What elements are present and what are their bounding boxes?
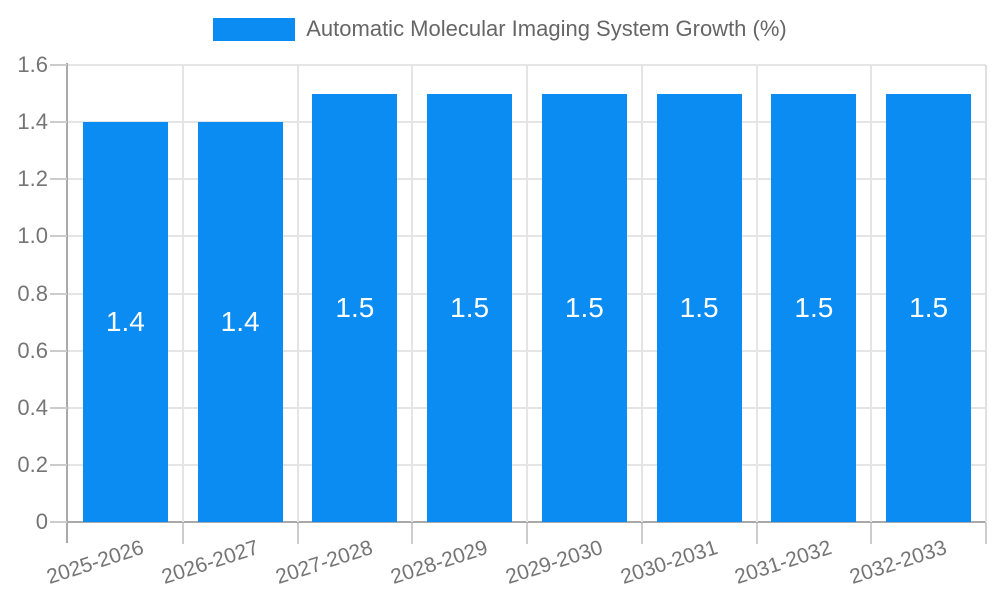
v-gridline [870,65,873,522]
v-gridline [181,65,184,522]
y-tick [50,121,67,124]
x-axis-label: 2031-2032 [732,536,835,589]
bar[interactable] [656,94,742,522]
bar-value-label: 1.5 [909,292,949,323]
v-gridline [526,65,528,522]
y-tick [50,292,67,295]
y-axis-label: 1.0 [17,223,48,249]
y-axis-label: 0.8 [17,280,48,306]
v-gridline [640,65,643,522]
v-gridline [755,65,758,522]
y-tick [50,521,67,523]
x-tick [526,523,528,544]
chart-legend[interactable]: Automatic Molecular Imaging System Growt… [0,16,1000,42]
y-tick [50,349,67,352]
v-gridline [411,65,414,522]
bar[interactable] [771,94,857,522]
y-axis-label: 0.4 [17,394,48,420]
x-axis-label: 2028-2029 [388,536,491,589]
y-axis-label: 1.6 [17,52,48,77]
x-axis-label: 2032-2033 [847,536,950,589]
bar-value-label: 1.5 [679,292,719,323]
bar[interactable] [312,94,398,522]
x-axis-line [68,521,986,523]
bar-value-label: 1.5 [564,292,604,323]
bar-value-label: 1.5 [335,292,375,323]
y-tick [50,406,67,409]
y-axis-label: 0 [35,509,48,534]
y-axis-label: 0.6 [17,337,48,363]
bar-value-label: 1.4 [105,306,145,337]
y-axis-label: 1.2 [17,166,48,192]
legend-swatch [213,17,296,41]
bar[interactable] [82,122,168,522]
x-tick [296,523,299,544]
y-axis-line [66,63,68,543]
legend-label: Automatic Molecular Imaging System Growt… [306,16,787,41]
x-tick [411,523,414,544]
bar[interactable] [427,94,513,522]
x-tick [181,523,184,544]
bar[interactable] [541,94,627,522]
y-axis-label: 1.4 [17,109,48,135]
y-tick [50,64,67,66]
y-tick [50,463,67,466]
bar-value-label: 1.4 [220,306,260,337]
bar-value-label: 1.5 [794,292,834,323]
bar-value-label: 1.5 [450,292,490,323]
v-gridline [296,65,299,522]
y-axis-label: 0.2 [17,451,48,477]
plot-right-border [985,65,987,522]
x-axis-label: 2027-2028 [273,536,376,589]
y-tick [50,178,67,181]
x-axis-label: 2029-2030 [502,536,606,589]
x-tick [755,523,758,544]
y-tick [50,235,67,238]
bar[interactable] [886,94,972,522]
x-tick [985,523,987,544]
x-axis-label: 2025-2026 [43,536,147,589]
plot-area: 1.4 1.4 1.5 1.5 1.5 1.5 1.5 1.5 [68,64,987,522]
x-tick [640,523,643,544]
x-tick [870,523,873,544]
x-axis-label: 2026-2027 [158,536,262,589]
x-axis-label: 2030-2031 [617,536,721,589]
bar[interactable] [197,122,283,522]
